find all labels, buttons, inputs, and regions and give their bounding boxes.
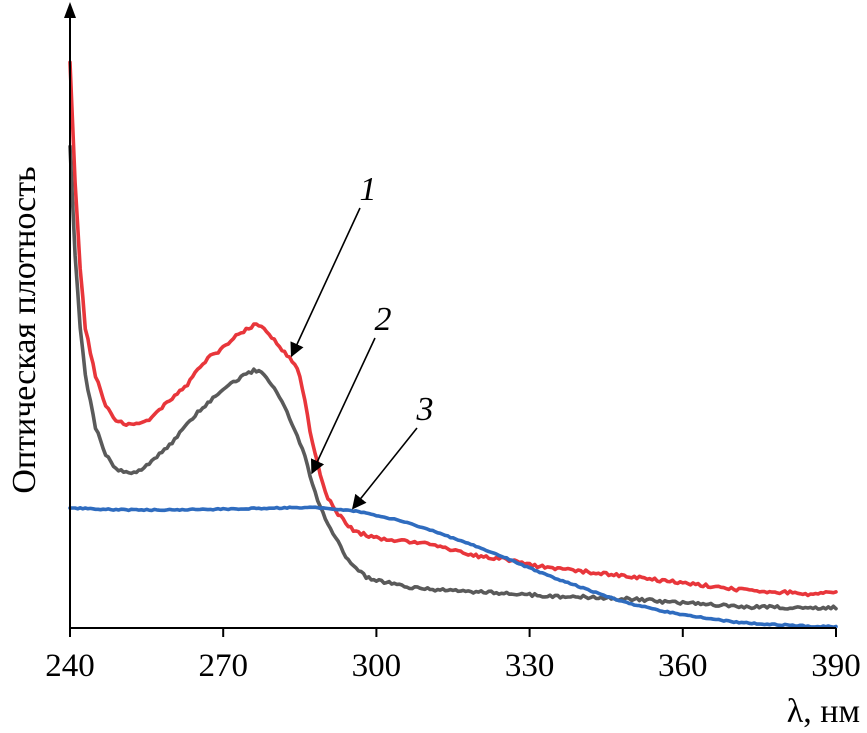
curve-2-label: 2 (375, 301, 392, 338)
curve-1-pointer-arrow (290, 207, 361, 358)
curve-2-pointer-arrow (310, 337, 376, 475)
x-tick-label: 330 (505, 648, 555, 684)
curve-1-label: 1 (360, 171, 377, 208)
x-tick-label: 270 (198, 648, 248, 684)
annotation-layer: 1 2 3 (290, 171, 434, 510)
curve-3-pointer-arrow (351, 427, 418, 510)
series-layer (68, 60, 838, 629)
x-tick-label: 390 (811, 648, 861, 684)
y-axis-title: Оптическая плотность (6, 166, 43, 493)
x-tick-label: 300 (352, 648, 402, 684)
x-tick-label: 240 (45, 648, 95, 684)
y-axis-arrow-icon (64, 2, 76, 18)
x-axis-title: λ, нм (787, 693, 860, 730)
series-3-line (68, 505, 838, 629)
series-1-line (68, 60, 838, 598)
axes: 240 270 300 330 360 390 (45, 2, 861, 684)
x-tick-label: 360 (658, 648, 708, 684)
curve-3-label: 3 (416, 391, 434, 428)
series-2-line (68, 144, 838, 611)
